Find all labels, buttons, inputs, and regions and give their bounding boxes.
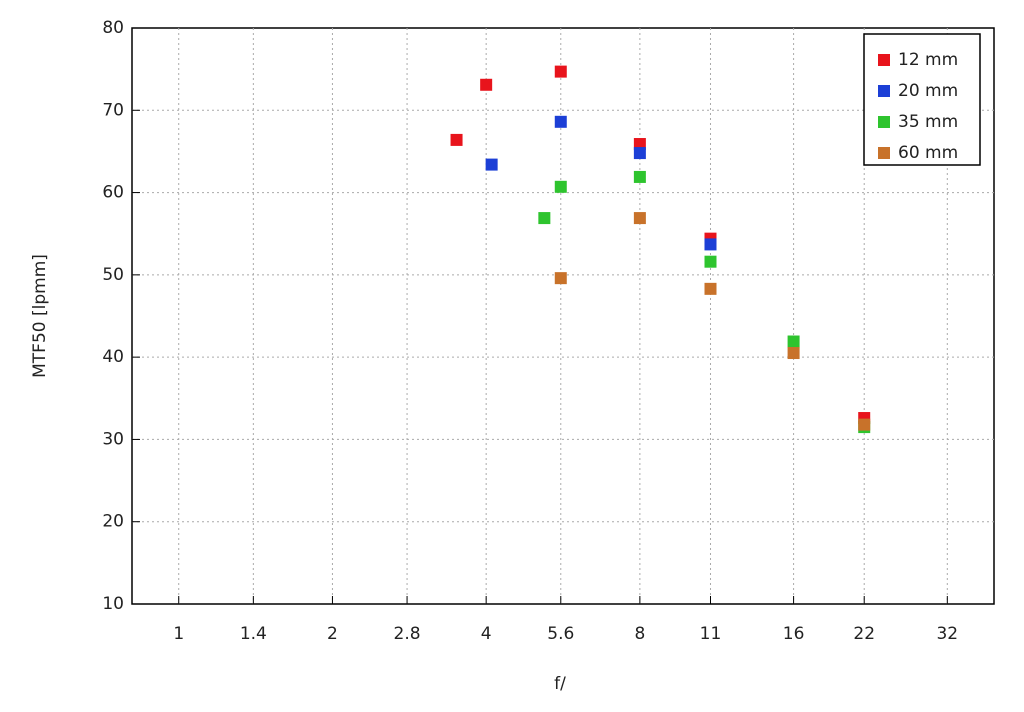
point — [704, 238, 717, 251]
legend-label: 20 mm — [898, 81, 958, 101]
legend-label: 60 mm — [898, 143, 958, 163]
x-tick-label: 1.4 — [240, 624, 267, 644]
point — [633, 170, 646, 183]
legend-swatch — [878, 54, 890, 66]
x-tick-label: 5.6 — [547, 624, 574, 644]
legend-label: 35 mm — [898, 112, 958, 132]
point — [485, 158, 498, 171]
x-tick-label: 4 — [481, 624, 492, 644]
y-tick-label: 20 — [102, 512, 124, 532]
legend-swatch — [878, 147, 890, 159]
legend-label: 12 mm — [898, 50, 958, 70]
point — [554, 115, 567, 128]
point — [450, 133, 463, 146]
point — [538, 212, 551, 225]
y-tick-label: 60 — [102, 183, 124, 203]
point — [633, 138, 646, 151]
point — [858, 418, 871, 431]
point — [704, 255, 717, 268]
x-tick-label: 32 — [936, 624, 958, 644]
point — [480, 78, 493, 91]
y-axis-label: MTF50 [lpmm] — [30, 254, 50, 378]
x-tick-label: 2 — [327, 624, 338, 644]
point — [633, 212, 646, 225]
point — [633, 147, 646, 160]
plot-frame — [131, 27, 995, 605]
legend-swatch — [878, 116, 890, 128]
x-tick-label: 2.8 — [394, 624, 421, 644]
point — [787, 347, 800, 360]
point — [554, 272, 567, 285]
x-tick-label: 8 — [634, 624, 645, 644]
legend-swatch — [878, 85, 890, 97]
x-tick-label: 22 — [853, 624, 875, 644]
x-tick-label: 1 — [173, 624, 184, 644]
point — [554, 180, 567, 193]
y-tick-label: 70 — [102, 100, 124, 120]
y-tick-label: 30 — [102, 429, 124, 449]
x-tick-label: 11 — [700, 624, 722, 644]
x-tick-label: 16 — [783, 624, 805, 644]
point — [787, 335, 800, 348]
point — [554, 65, 567, 78]
x-axis-label: f/ — [554, 674, 566, 694]
y-tick-label: 10 — [102, 594, 124, 614]
y-tick-label: 40 — [102, 347, 124, 367]
y-tick-label: 80 — [102, 18, 124, 38]
y-tick-label: 50 — [102, 265, 124, 285]
point — [704, 282, 717, 295]
